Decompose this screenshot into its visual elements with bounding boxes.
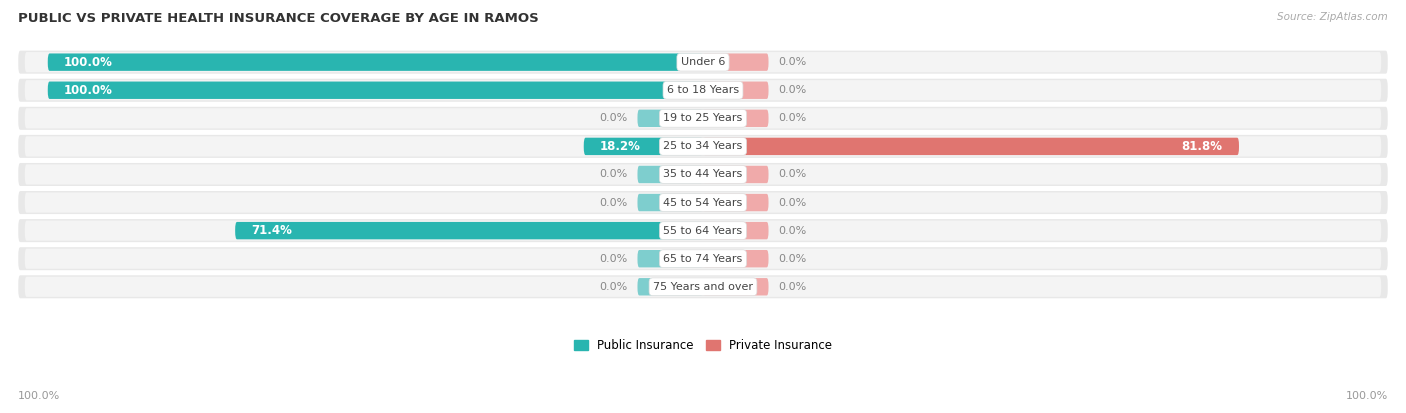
FancyBboxPatch shape (18, 51, 1388, 74)
FancyBboxPatch shape (18, 191, 1388, 214)
FancyBboxPatch shape (18, 247, 1388, 270)
Text: 81.8%: 81.8% (1181, 140, 1223, 153)
Legend: Public Insurance, Private Insurance: Public Insurance, Private Insurance (569, 334, 837, 356)
Text: 0.0%: 0.0% (779, 113, 807, 123)
FancyBboxPatch shape (25, 136, 1381, 157)
FancyBboxPatch shape (637, 166, 703, 183)
Text: 0.0%: 0.0% (599, 169, 627, 180)
FancyBboxPatch shape (48, 53, 703, 71)
FancyBboxPatch shape (637, 109, 703, 127)
FancyBboxPatch shape (637, 278, 703, 295)
Text: 0.0%: 0.0% (779, 57, 807, 67)
FancyBboxPatch shape (703, 250, 769, 267)
Text: 100.0%: 100.0% (65, 56, 112, 69)
FancyBboxPatch shape (25, 277, 1381, 297)
FancyBboxPatch shape (235, 222, 703, 239)
Text: 0.0%: 0.0% (779, 225, 807, 236)
FancyBboxPatch shape (637, 194, 703, 211)
Text: 6 to 18 Years: 6 to 18 Years (666, 85, 740, 95)
Text: 0.0%: 0.0% (599, 197, 627, 208)
Text: PUBLIC VS PRIVATE HEALTH INSURANCE COVERAGE BY AGE IN RAMOS: PUBLIC VS PRIVATE HEALTH INSURANCE COVER… (18, 12, 538, 25)
Text: 100.0%: 100.0% (1346, 391, 1388, 401)
FancyBboxPatch shape (703, 53, 769, 71)
FancyBboxPatch shape (703, 166, 769, 183)
Text: 18.2%: 18.2% (600, 140, 641, 153)
FancyBboxPatch shape (637, 250, 703, 267)
Text: 0.0%: 0.0% (779, 254, 807, 264)
Text: 0.0%: 0.0% (779, 197, 807, 208)
FancyBboxPatch shape (703, 194, 769, 211)
FancyBboxPatch shape (18, 107, 1388, 130)
Text: 0.0%: 0.0% (779, 282, 807, 292)
FancyBboxPatch shape (25, 164, 1381, 185)
Text: 35 to 44 Years: 35 to 44 Years (664, 169, 742, 180)
Text: 65 to 74 Years: 65 to 74 Years (664, 254, 742, 264)
FancyBboxPatch shape (18, 275, 1388, 298)
Text: Under 6: Under 6 (681, 57, 725, 67)
Text: 0.0%: 0.0% (779, 85, 807, 95)
Text: 75 Years and over: 75 Years and over (652, 282, 754, 292)
Text: 0.0%: 0.0% (599, 113, 627, 123)
Text: 100.0%: 100.0% (65, 84, 112, 97)
FancyBboxPatch shape (25, 221, 1381, 241)
Text: 25 to 34 Years: 25 to 34 Years (664, 141, 742, 152)
FancyBboxPatch shape (25, 52, 1381, 72)
FancyBboxPatch shape (703, 222, 769, 239)
Text: 0.0%: 0.0% (599, 254, 627, 264)
Text: 0.0%: 0.0% (599, 282, 627, 292)
Text: 55 to 64 Years: 55 to 64 Years (664, 225, 742, 236)
FancyBboxPatch shape (18, 79, 1388, 102)
FancyBboxPatch shape (25, 80, 1381, 100)
Text: 19 to 25 Years: 19 to 25 Years (664, 113, 742, 123)
FancyBboxPatch shape (703, 138, 1239, 155)
Text: 100.0%: 100.0% (18, 391, 60, 401)
FancyBboxPatch shape (48, 81, 703, 99)
FancyBboxPatch shape (703, 109, 769, 127)
FancyBboxPatch shape (25, 249, 1381, 269)
Text: 45 to 54 Years: 45 to 54 Years (664, 197, 742, 208)
FancyBboxPatch shape (703, 81, 769, 99)
FancyBboxPatch shape (18, 163, 1388, 186)
FancyBboxPatch shape (18, 135, 1388, 158)
FancyBboxPatch shape (25, 108, 1381, 128)
FancyBboxPatch shape (18, 219, 1388, 242)
FancyBboxPatch shape (703, 278, 769, 295)
Text: 71.4%: 71.4% (252, 224, 292, 237)
Text: 0.0%: 0.0% (779, 169, 807, 180)
FancyBboxPatch shape (583, 138, 703, 155)
FancyBboxPatch shape (25, 192, 1381, 213)
Text: Source: ZipAtlas.com: Source: ZipAtlas.com (1277, 12, 1388, 22)
